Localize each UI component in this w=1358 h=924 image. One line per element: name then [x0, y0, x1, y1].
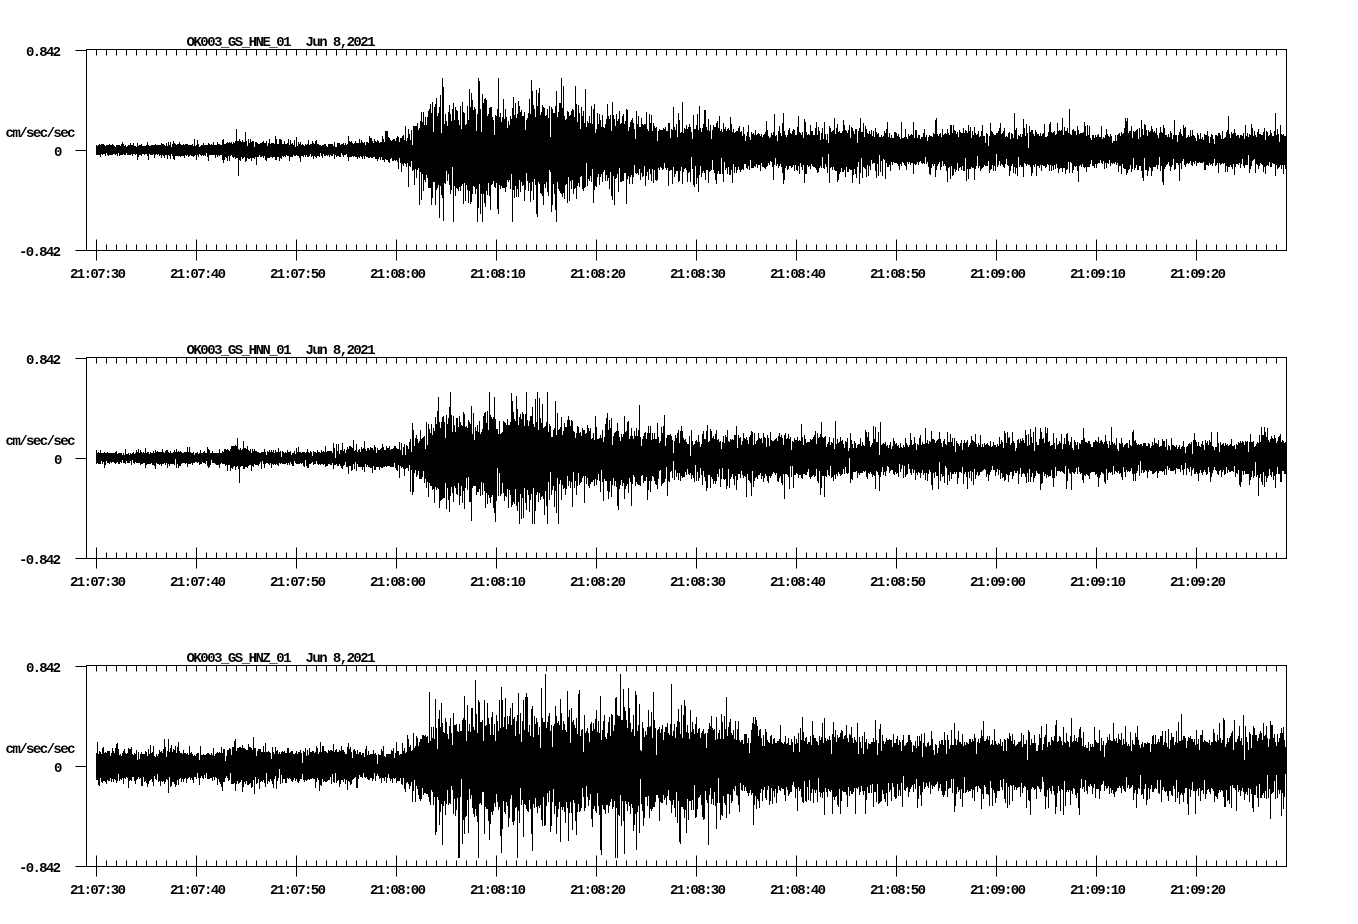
svg-text:21:07:30: 21:07:30	[70, 575, 126, 591]
svg-text:21:09:20: 21:09:20	[1170, 575, 1226, 591]
svg-text:OK003_GS_HNN_01: OK003_GS_HNN_01	[187, 343, 292, 359]
svg-text:0: 0	[54, 453, 62, 469]
svg-text:0.842: 0.842	[26, 353, 61, 369]
svg-text:21:08:00: 21:08:00	[370, 575, 426, 591]
svg-text:21:08:40: 21:08:40	[770, 267, 826, 283]
svg-text:21:09:00: 21:09:00	[970, 267, 1026, 283]
svg-text:-0.842: -0.842	[19, 245, 61, 261]
svg-text:21:08:10: 21:08:10	[470, 267, 526, 283]
svg-text:Jun 8,2021: Jun 8,2021	[306, 35, 376, 51]
svg-text:OK003_GS_HNE_01: OK003_GS_HNE_01	[187, 35, 292, 51]
svg-text:21:08:30: 21:08:30	[670, 883, 726, 899]
svg-text:21:08:20: 21:08:20	[570, 267, 626, 283]
svg-text:21:07:40: 21:07:40	[170, 267, 226, 283]
svg-text:21:09:10: 21:09:10	[1070, 267, 1126, 283]
svg-text:21:09:10: 21:09:10	[1070, 883, 1126, 899]
svg-text:21:08:50: 21:08:50	[870, 267, 926, 283]
svg-text:21:07:50: 21:07:50	[270, 267, 326, 283]
svg-text:21:07:30: 21:07:30	[70, 267, 126, 283]
svg-text:21:08:10: 21:08:10	[470, 883, 526, 899]
svg-text:21:08:40: 21:08:40	[770, 883, 826, 899]
svg-text:21:09:20: 21:09:20	[1170, 267, 1226, 283]
svg-text:OK003_GS_HNZ_01: OK003_GS_HNZ_01	[187, 651, 292, 667]
svg-text:0.842: 0.842	[26, 661, 61, 677]
svg-text:21:08:10: 21:08:10	[470, 575, 526, 591]
svg-text:21:08:50: 21:08:50	[870, 883, 926, 899]
svg-text:Jun 8,2021: Jun 8,2021	[306, 651, 376, 667]
svg-text:21:08:20: 21:08:20	[570, 883, 626, 899]
svg-text:21:08:50: 21:08:50	[870, 575, 926, 591]
svg-text:0.842: 0.842	[26, 45, 61, 61]
svg-text:21:08:30: 21:08:30	[670, 267, 726, 283]
svg-text:0: 0	[54, 145, 62, 161]
svg-text:21:09:00: 21:09:00	[970, 883, 1026, 899]
svg-text:21:09:10: 21:09:10	[1070, 575, 1126, 591]
svg-text:cm/sec/sec: cm/sec/sec	[6, 434, 76, 450]
svg-text:-0.842: -0.842	[19, 553, 61, 569]
svg-text:cm/sec/sec: cm/sec/sec	[6, 742, 76, 758]
svg-text:21:07:30: 21:07:30	[70, 883, 126, 899]
svg-text:21:08:40: 21:08:40	[770, 575, 826, 591]
svg-text:Jun 8,2021: Jun 8,2021	[306, 343, 376, 359]
svg-text:21:09:20: 21:09:20	[1170, 883, 1226, 899]
svg-text:21:07:40: 21:07:40	[170, 575, 226, 591]
svg-text:21:07:50: 21:07:50	[270, 575, 326, 591]
svg-text:21:08:20: 21:08:20	[570, 575, 626, 591]
svg-text:0: 0	[54, 761, 62, 777]
svg-text:-0.842: -0.842	[19, 861, 61, 877]
svg-text:21:07:50: 21:07:50	[270, 883, 326, 899]
svg-text:21:08:00: 21:08:00	[370, 883, 426, 899]
svg-text:21:08:00: 21:08:00	[370, 267, 426, 283]
svg-text:21:09:00: 21:09:00	[970, 575, 1026, 591]
svg-text:21:08:30: 21:08:30	[670, 575, 726, 591]
svg-text:cm/sec/sec: cm/sec/sec	[6, 126, 76, 142]
svg-text:21:07:40: 21:07:40	[170, 883, 226, 899]
